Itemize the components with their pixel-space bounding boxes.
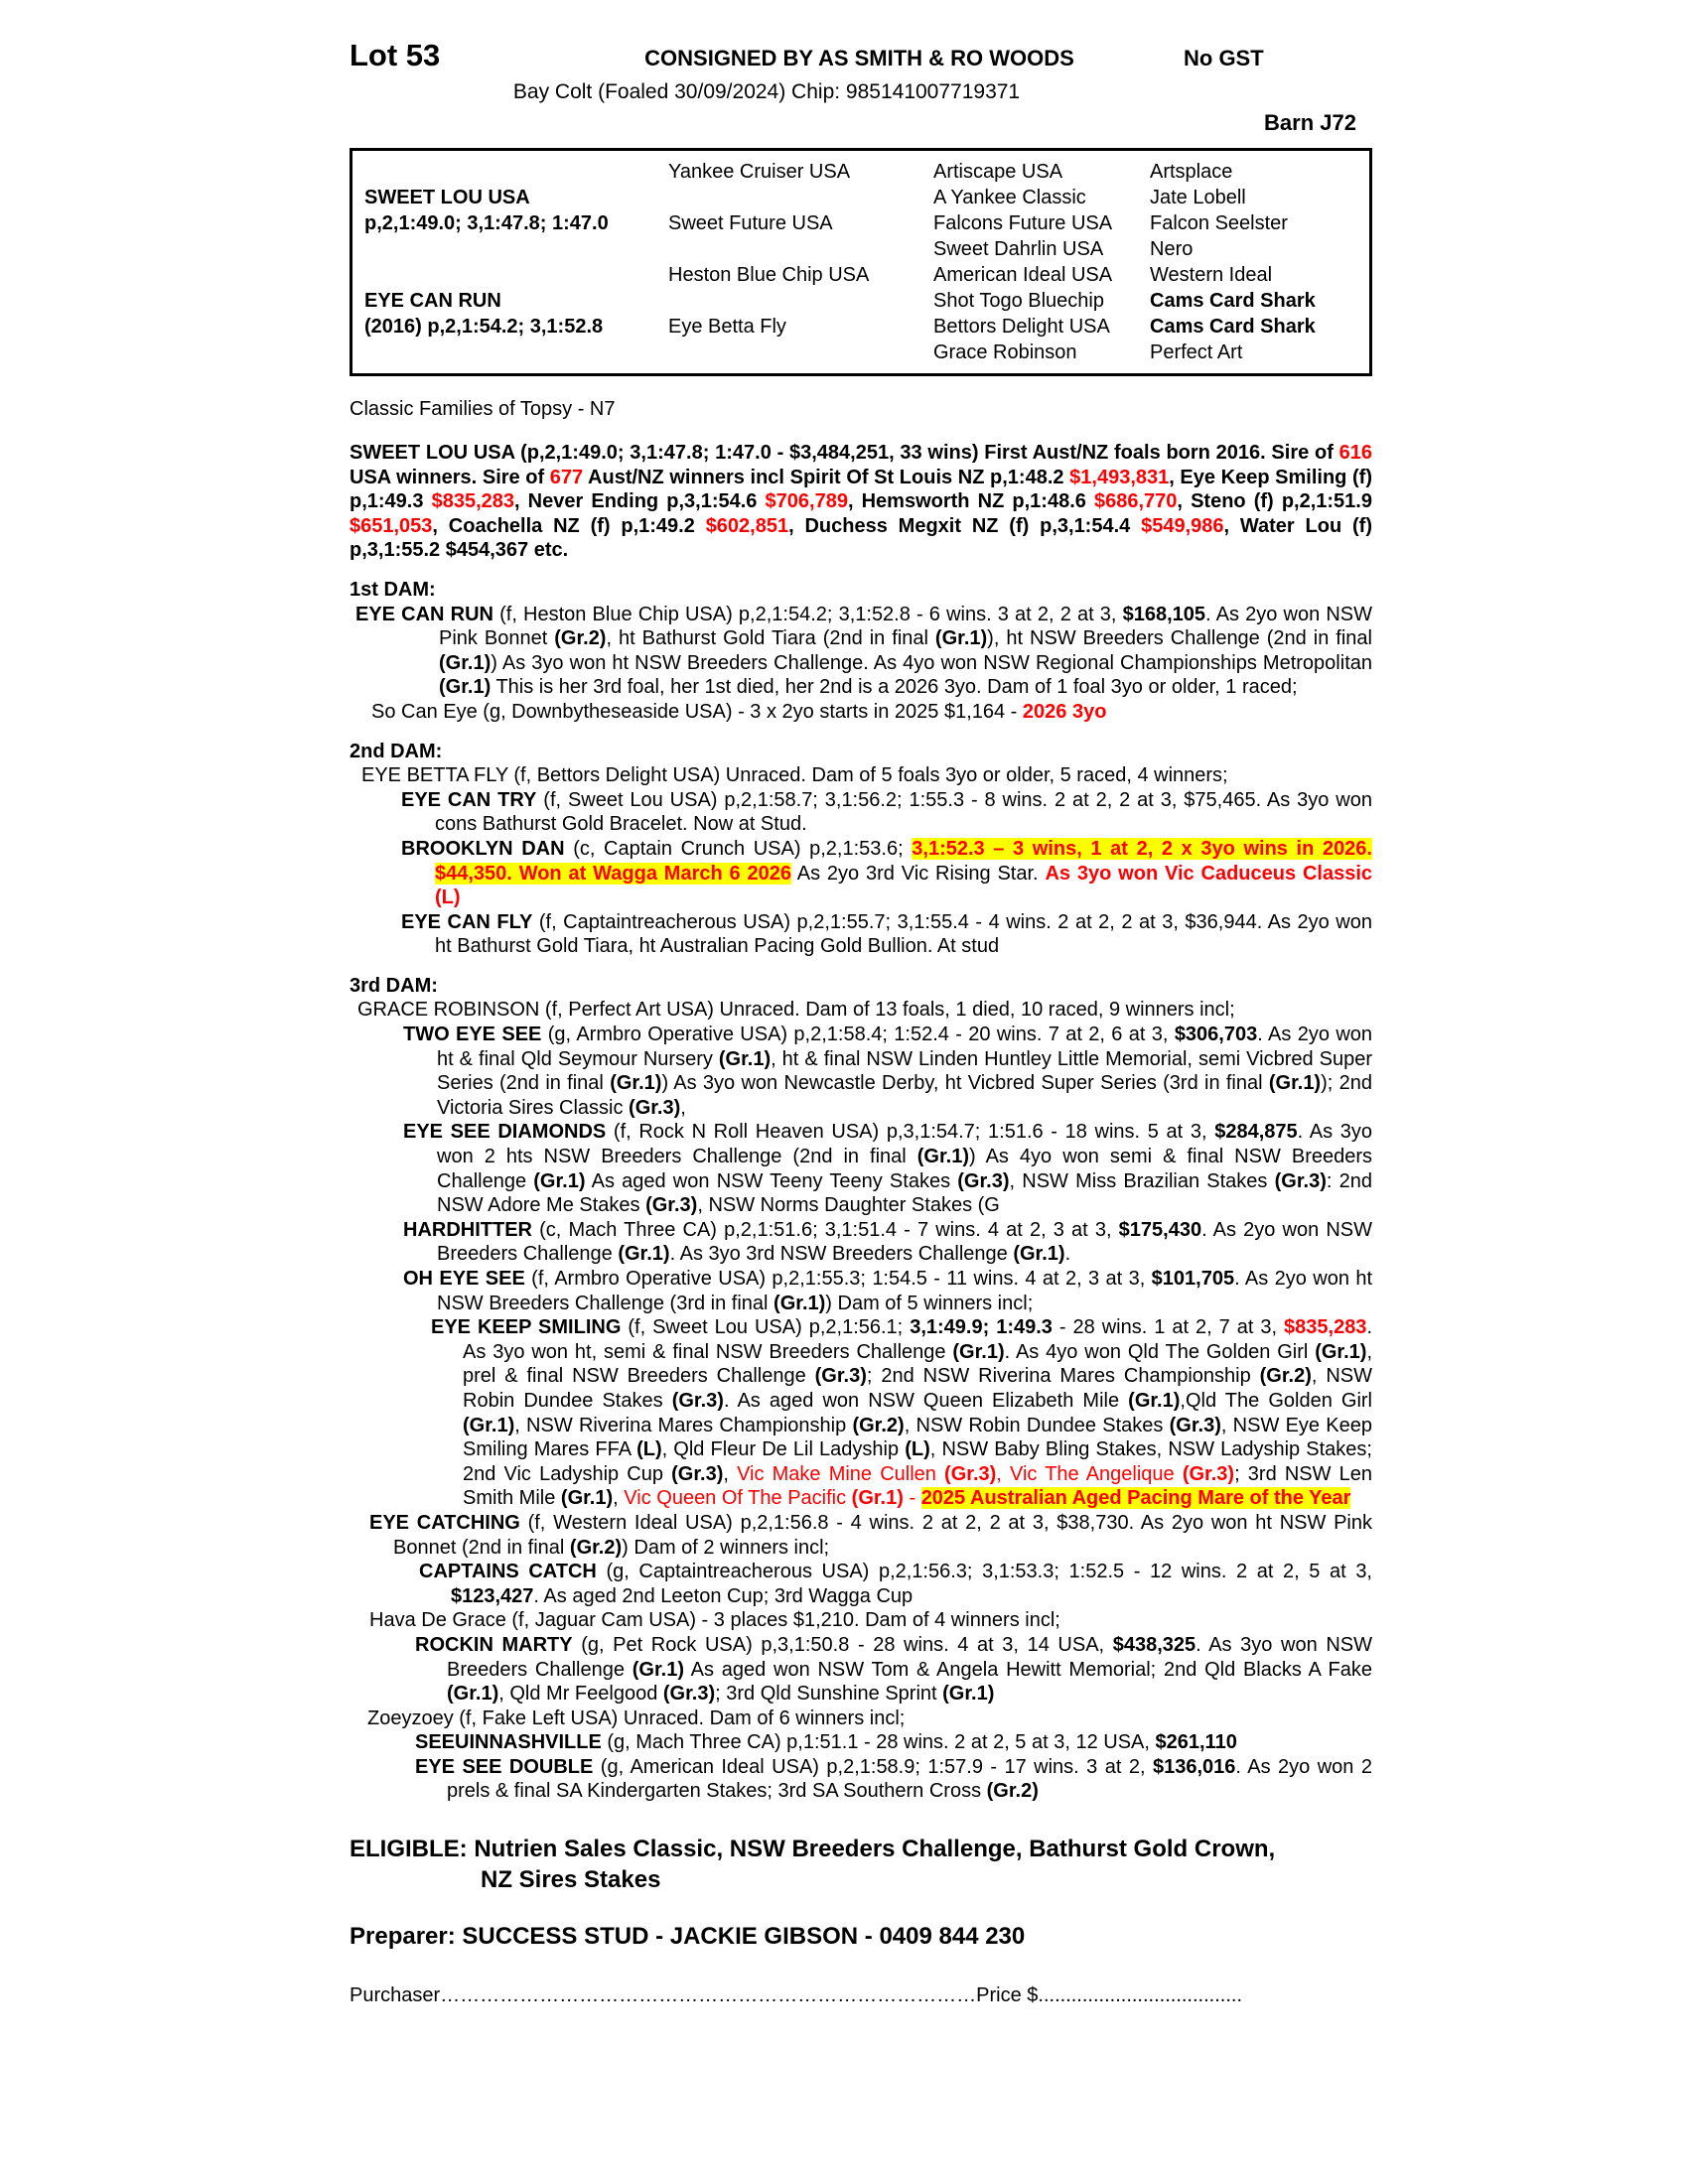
entry-rockin-marty: ROCKIN MARTY (g, Pet Rock USA) p,3,1:50.… [415,1633,1372,1706]
dam1-heading: 1st DAM: [350,578,436,601]
entry-hava-de-grace: Hava De Grace (f, Jaguar Cam USA) - 3 pl… [369,1609,1060,1632]
pedigree-cell: Perfect Art [1150,341,1243,363]
pedigree-row: SWEET LOU USA A Yankee Classic Jate Lobe… [352,185,1369,210]
page-content: Lot 53 CONSIGNED BY AS SMITH & RO WOODS … [350,38,1372,2007]
pedigree-row: EYE CAN RUN Shot Togo Bluechip Cams Card… [352,288,1369,314]
pedigree-cell: Bettors Delight USA [933,316,1110,338]
purchaser-dotted-line: ……………………………………………………………………… [440,1984,977,2007]
pedigree-cell: Sweet Future USA [668,212,833,234]
pedigree-cell: Eye Betta Fly [668,316,786,338]
pedigree-cell: Cams Card Shark [1150,290,1316,312]
pedigree-cell [364,159,668,185]
pedigree-cell: Western Ideal [1150,264,1273,286]
entry-brooklyn-dan: BROOKLYN DAN (c, Captain Crunch USA) p,2… [401,837,1372,909]
entry-eye-catching: EYE CATCHING (f, Western Ideal USA) p,2,… [369,1511,1373,1559]
eligibility-line1: ELIGIBLE: Nutrien Sales Classic, NSW Bre… [350,1836,1276,1863]
pedigree-cell-dam-name: EYE CAN RUN [364,290,501,312]
consignor-line: CONSIGNED BY AS SMITH & RO WOODS [644,46,1074,70]
pedigree-cell [668,236,933,262]
dam3-heading: 3rd DAM: [350,974,438,997]
entry-eye-keep-smiling: EYE KEEP SMILING (f, Sweet Lou USA) p,2,… [431,1316,1373,1510]
pedigree-cell [364,236,668,262]
pedigree-cell: Grace Robinson [933,341,1077,363]
pedigree-cell: Cams Card Shark [1150,316,1316,338]
pedigree-cell: American Ideal USA [933,264,1113,286]
pedigree-row: Sweet Dahrlin USA Nero [352,236,1369,262]
pedigree-row: (2016) p,2,1:54.2; 3,1:52.8 Eye Betta Fl… [352,314,1369,340]
pedigree-table: Yankee Cruiser USA Artiscape USA Artspla… [350,148,1372,376]
pedigree-cell [364,340,668,365]
entry-oh-eye-see: OH EYE SEE (f, Armbro Operative USA) p,2… [403,1268,1372,1314]
pedigree-cell [364,262,668,288]
sire-summary: SWEET LOU USA (p,2,1:49.0; 3,1:47.8; 1:4… [350,442,1372,562]
entry-seeuinnashville: SEEUINNASHVILLE (g, Mach Three CA) p,1:5… [415,1731,1237,1754]
purchaser-line: Purchaser………………………………………………………………………Pric… [350,1984,1372,2007]
eligibility: ELIGIBLE: Nutrien Sales Classic, NSW Bre… [350,1834,1372,1895]
pedigree-row: Yankee Cruiser USA Artiscape USA Artspla… [352,159,1369,185]
horse-description: Bay Colt (Foaled 30/09/2024) Chip: 98514… [512,80,1021,103]
pedigree-cell [668,185,933,210]
entry-captains-catch: CAPTAINS CATCH (g, Captaintreacherous US… [419,1561,1372,1607]
entry-eye-can-try: EYE CAN TRY (f, Sweet Lou USA) p,2,1:58.… [401,788,1372,836]
pedigree-cell: A Yankee Classic [933,187,1086,208]
pedigree-cell: Heston Blue Chip USA [668,264,870,286]
pedigree-cell: Falcons Future USA [933,212,1113,234]
dam2-heading: 2nd DAM: [350,740,443,762]
entry-eye-betta-fly: EYE BETTA FLY (f, Bettors Delight USA) U… [361,764,1228,787]
entry-eye-see-diamonds: EYE SEE DIAMONDS (f, Rock N Roll Heaven … [403,1121,1373,1217]
gst-status: No GST [1184,46,1264,70]
preparer-line: Preparer: SUCCESS STUD - JACKIE GIBSON -… [350,1923,1026,1951]
pedigree-cell [668,340,933,365]
pedigree-cell-dam-record: (2016) p,2,1:54.2; 3,1:52.8 [364,316,604,338]
pedigree-cell: Artsplace [1150,161,1233,183]
pedigree-cell: Sweet Dahrlin USA [933,238,1104,260]
entry-hardhitter: HARDHITTER (c, Mach Three CA) p,2,1:51.6… [403,1218,1372,1266]
entry-so-can-eye: So Can Eye (g, Downbytheseaside USA) - 3… [371,700,1107,723]
price-dotted-line: ..................................... [1038,1984,1243,2007]
purchaser-label: Purchaser [350,1984,441,2007]
entry-eye-can-run: EYE CAN RUN (f, Heston Blue Chip USA) p,… [355,603,1372,699]
entry-eye-see-double: EYE SEE DOUBLE (g, American Ideal USA) p… [415,1755,1372,1803]
lot-number: Lot 53 [350,38,441,72]
barn-number: Barn J72 [1264,110,1356,135]
price-label: Price $ [976,1984,1039,2007]
entry-eye-can-fly: EYE CAN FLY (f, Captaintreacherous USA) … [401,910,1372,958]
pedigree-cell: Jate Lobell [1150,187,1246,208]
pedigree-cell [668,288,933,314]
pedigree-cell: Yankee Cruiser USA [668,161,851,183]
pedigree-row: Heston Blue Chip USA American Ideal USA … [352,262,1369,288]
pedigree-cell: Artiscape USA [933,161,1063,183]
entry-two-eye-see: TWO EYE SEE (g, Armbro Operative USA) p,… [403,1024,1373,1119]
pedigree-row: Grace Robinson Perfect Art [352,340,1369,365]
entry-grace-robinson: GRACE ROBINSON (f, Perfect Art USA) Unra… [357,999,1235,1022]
header: Lot 53 CONSIGNED BY AS SMITH & RO WOODS … [350,38,1372,73]
pedigree-cell-sire-record: p,2,1:49.0; 3,1:47.8; 1:47.0 [364,212,609,234]
pedigree-cell: Shot Togo Bluechip [933,290,1104,312]
pedigree-cell: Nero [1150,238,1194,260]
pedigree-row: p,2,1:49.0; 3,1:47.8; 1:47.0 Sweet Futur… [352,210,1369,236]
pedigree-cell-sire-name: SWEET LOU USA [364,187,530,208]
family-line: Classic Families of Topsy - N7 [350,398,616,420]
entry-zoeyzoey: Zoeyzoey (f, Fake Left USA) Unraced. Dam… [367,1706,906,1729]
pedigree-cell: Falcon Seelster [1150,212,1288,234]
eligibility-line2: NZ Sires Stakes [481,1866,661,1894]
